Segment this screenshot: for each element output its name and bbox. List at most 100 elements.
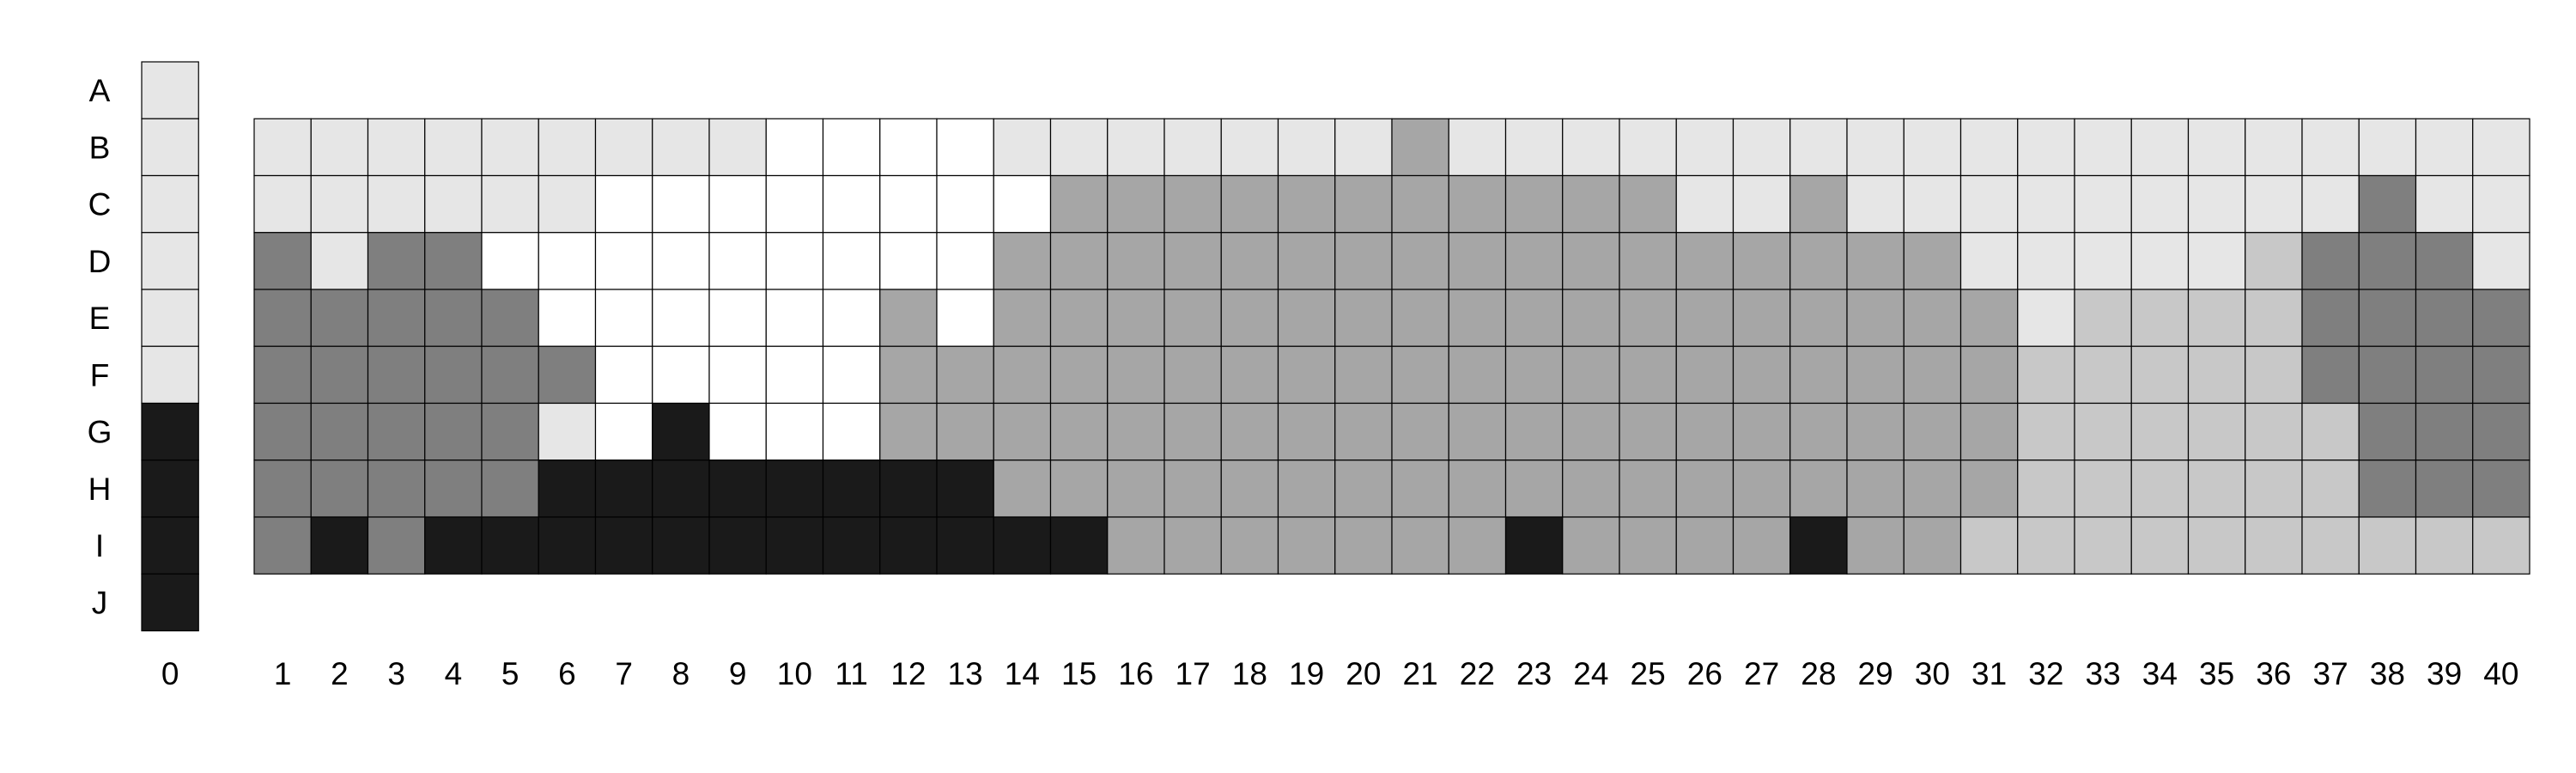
grid-cell-B14 xyxy=(993,118,1052,177)
grid-cell-F15 xyxy=(1049,345,1109,405)
grid-cell-B32 xyxy=(2017,118,2075,177)
grid-cell-G26 xyxy=(1675,402,1735,461)
grid-cell-F26 xyxy=(1675,345,1735,405)
grid-cell-B31 xyxy=(1959,118,2019,177)
grid-cell-I5 xyxy=(481,516,539,575)
grid-cell-H32 xyxy=(2017,460,2075,518)
grid-cell-D7 xyxy=(594,232,653,290)
grid-cell-H5 xyxy=(481,460,539,518)
grid-cell-G4 xyxy=(424,402,483,461)
grid-cell-B19 xyxy=(1277,118,1336,177)
grid-cell-F14 xyxy=(993,345,1052,405)
grid-cell-C20 xyxy=(1334,174,1393,234)
grid-cell-H22 xyxy=(1448,460,1507,518)
row-label-F: F xyxy=(90,357,110,393)
grid-cell-G28 xyxy=(1789,402,1848,461)
grid-cell-C11 xyxy=(822,174,881,234)
grid-cell-F27 xyxy=(1732,345,1791,405)
grid-cell-F31 xyxy=(1959,345,2019,405)
grid-cell-G5 xyxy=(481,402,539,461)
grid-cell-D26 xyxy=(1675,232,1735,290)
grid-cell-B9 xyxy=(708,118,767,177)
grid-cell-H26 xyxy=(1675,460,1735,518)
grid-cell-F22 xyxy=(1448,345,1507,405)
grid-cell-C14 xyxy=(993,174,1052,234)
grid-cell-G9 xyxy=(708,402,767,461)
column-label-34: 34 xyxy=(2142,656,2178,691)
grid-cell-H9 xyxy=(708,460,767,518)
column-label-36: 36 xyxy=(2256,656,2291,691)
grid-cell-G29 xyxy=(1846,402,1905,461)
grid-cell-I39 xyxy=(2415,516,2474,575)
grid-cell-D4 xyxy=(424,232,483,290)
column-label-4: 4 xyxy=(445,656,463,691)
grid-cell-D33 xyxy=(2074,232,2132,290)
grid-cell-H7 xyxy=(594,460,653,518)
grid-cell-B16 xyxy=(1107,118,1165,177)
grid-cell-F17 xyxy=(1163,345,1222,405)
grid-cell-E11 xyxy=(822,289,881,347)
grid-cell-D6 xyxy=(538,232,597,290)
reference-cell-G xyxy=(141,402,199,461)
column-label-23: 23 xyxy=(1516,656,1552,691)
grid-cell-C40 xyxy=(2472,174,2530,234)
grid-cell-G39 xyxy=(2415,402,2474,461)
grid-cell-H34 xyxy=(2130,460,2190,518)
grid-cell-D36 xyxy=(2245,232,2303,290)
grid-cell-C21 xyxy=(1391,174,1449,234)
grid-cell-I10 xyxy=(765,516,824,575)
main-grid xyxy=(253,118,2530,575)
grid-cell-E22 xyxy=(1448,289,1507,347)
grid-cell-G7 xyxy=(594,402,653,461)
grid-cell-I9 xyxy=(708,516,767,575)
grid-cell-D23 xyxy=(1504,232,1564,290)
grid-cell-I13 xyxy=(936,516,994,575)
grid-cell-E3 xyxy=(367,289,426,347)
grid-cell-E38 xyxy=(2358,289,2417,347)
grid-cell-B24 xyxy=(1562,118,1620,177)
grid-cell-C16 xyxy=(1107,174,1165,234)
grid-cell-H38 xyxy=(2358,460,2417,518)
grid-cell-F16 xyxy=(1107,345,1165,405)
column-label-29: 29 xyxy=(1858,656,1893,691)
grid-cell-D3 xyxy=(367,232,426,290)
grid-cell-F1 xyxy=(253,345,312,405)
grid-cell-I16 xyxy=(1107,516,1165,575)
grid-cell-F32 xyxy=(2017,345,2075,405)
column-label-17: 17 xyxy=(1176,656,1211,691)
grid-cell-I6 xyxy=(538,516,597,575)
row-label-E: E xyxy=(89,301,111,336)
grid-cell-G17 xyxy=(1163,402,1222,461)
reference-cell-I xyxy=(141,516,199,575)
column-label-7: 7 xyxy=(615,656,633,691)
grid-cell-G12 xyxy=(879,402,938,461)
grid-cell-I40 xyxy=(2472,516,2530,575)
grid-cell-I14 xyxy=(993,516,1052,575)
grid-cell-F20 xyxy=(1334,345,1393,405)
row-label-A: A xyxy=(89,73,111,108)
grid-cell-F40 xyxy=(2472,345,2530,405)
reference-cell-B xyxy=(141,118,199,177)
grid-cell-C3 xyxy=(367,174,426,234)
grid-cell-E13 xyxy=(936,289,994,347)
reference-cell-H xyxy=(141,460,199,518)
column-label-39: 39 xyxy=(2427,656,2462,691)
grid-cell-B4 xyxy=(424,118,483,177)
grid-cell-G3 xyxy=(367,402,426,461)
grid-cell-G16 xyxy=(1107,402,1165,461)
grid-cell-H31 xyxy=(1959,460,2019,518)
grid-cell-E15 xyxy=(1049,289,1109,347)
grid-cell-C1 xyxy=(253,174,312,234)
grid-cell-G25 xyxy=(1619,402,1677,461)
grid-cell-I24 xyxy=(1562,516,1620,575)
grid-cell-C32 xyxy=(2017,174,2075,234)
column-label-32: 32 xyxy=(2028,656,2063,691)
grid-cell-I25 xyxy=(1619,516,1677,575)
grid-cell-D10 xyxy=(765,232,824,290)
column-label-21: 21 xyxy=(1403,656,1438,691)
grid-cell-I27 xyxy=(1732,516,1791,575)
grid-cell-D22 xyxy=(1448,232,1507,290)
grid-cell-H11 xyxy=(822,460,881,518)
grid-cell-H17 xyxy=(1163,460,1222,518)
